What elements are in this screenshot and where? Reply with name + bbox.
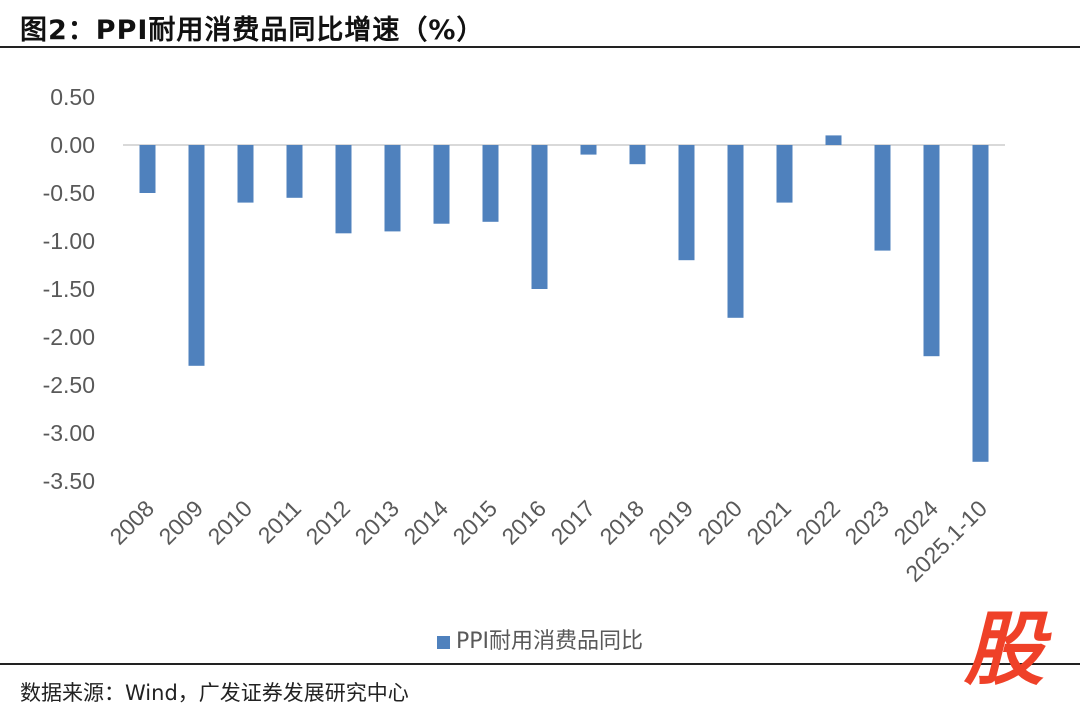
- x-tick-label: 2013: [349, 495, 404, 550]
- x-tick-label: 2008: [104, 495, 159, 550]
- y-tick-label: -3.50: [43, 468, 95, 494]
- x-tick-label: 2011: [253, 495, 306, 548]
- brand-logo: 股: [964, 603, 1044, 696]
- bar-2009: [188, 145, 205, 366]
- bar-2010: [237, 145, 254, 203]
- chart-title: 图2：PPI耐用消费品同比增速（%）: [20, 15, 485, 46]
- y-tick-label: -2.00: [43, 324, 95, 350]
- bar-2016: [531, 145, 548, 289]
- bar-2014: [433, 145, 450, 224]
- y-tick-label: 0.00: [50, 132, 95, 158]
- x-tick-label: 2022: [790, 495, 845, 550]
- bar-2023: [874, 145, 891, 251]
- x-tick-label: 2010: [202, 495, 257, 550]
- y-tick-label: -3.00: [43, 420, 95, 446]
- x-tick-label: 2014: [398, 495, 453, 550]
- legend: PPI耐用消费品同比: [0, 623, 1080, 655]
- x-tick-label: 2019: [643, 495, 698, 550]
- bar-2022: [825, 135, 842, 145]
- y-tick-label: 0.50: [50, 84, 95, 110]
- bar-chart: 0.50 0.00 -0.50 -1.00 -1.50 -2.00 -2.50 -3.00 -3…: [43, 84, 1005, 587]
- bar-2019: [678, 145, 695, 261]
- bar-2025.1-10: [972, 145, 989, 462]
- x-tick-label: 2020: [692, 495, 747, 550]
- x-tick-label: 2021: [741, 495, 796, 550]
- x-tick-label: 2015: [447, 495, 502, 550]
- source-note: 数据来源：Wind，广发证券发展研究中心: [20, 681, 409, 705]
- x-tick-label: 2018: [594, 495, 649, 550]
- bar-2013: [384, 145, 401, 232]
- bar-2008: [139, 145, 156, 193]
- x-tick-label: 2017: [545, 495, 600, 550]
- bar-2011: [286, 145, 303, 198]
- y-tick-label: -1.00: [43, 228, 95, 254]
- y-tick-label: -0.50: [43, 180, 95, 206]
- bar-2015: [482, 145, 499, 222]
- legend-swatch: [436, 635, 450, 649]
- x-tick-label: 2023: [839, 495, 894, 550]
- x-tick-label: 2009: [153, 495, 208, 550]
- bar-2021: [776, 145, 793, 203]
- x-tick-label: 2012: [300, 495, 355, 550]
- legend-label: PPI耐用消费品同比: [455, 629, 644, 654]
- footer-divider: [0, 663, 1080, 665]
- y-tick-label: -1.50: [43, 276, 95, 302]
- bar-2017: [580, 145, 597, 155]
- bar-2020: [727, 145, 744, 318]
- bar-2012: [335, 145, 352, 234]
- title-divider: [0, 46, 1080, 48]
- bar-2018: [629, 145, 646, 165]
- y-tick-label: -2.50: [43, 372, 95, 398]
- bar-2024: [923, 145, 940, 357]
- x-tick-label: 2016: [496, 495, 551, 550]
